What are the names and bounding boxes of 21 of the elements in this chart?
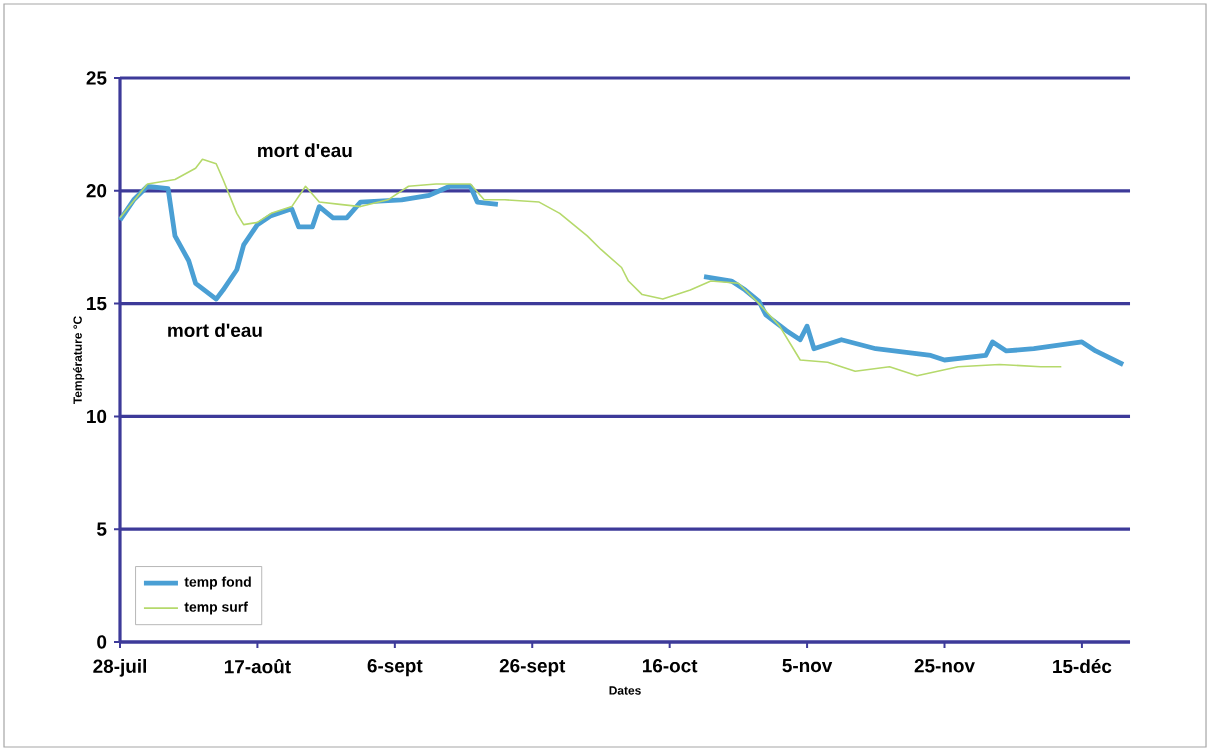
y-tick-label: 20 bbox=[86, 184, 107, 198]
x-tick-label: 26-sept bbox=[499, 659, 566, 677]
annotation: mort d'eau bbox=[258, 143, 352, 158]
x-tick-label: 5-nov bbox=[782, 659, 833, 673]
legend-label: temp fond bbox=[184, 576, 251, 590]
x-tick-label: 25-nov bbox=[914, 659, 975, 673]
x-tick-label: 6-sept bbox=[367, 659, 423, 677]
legend-label: temp surf bbox=[184, 601, 248, 615]
x-tick-label: 15-déc bbox=[1053, 659, 1112, 674]
line-series bbox=[119, 158, 1063, 377]
y-tick-label: 25 bbox=[86, 71, 107, 85]
x-axis-title: Dates bbox=[609, 686, 641, 695]
y-tick-label: 10 bbox=[87, 409, 107, 424]
y-tick-label: 0 bbox=[97, 635, 107, 649]
y-axis-title: Température °C bbox=[72, 316, 85, 405]
y-tick-label: 15 bbox=[87, 296, 107, 311]
x-tick-label: 28-juil bbox=[93, 659, 146, 677]
y-tick-label: 5 bbox=[97, 522, 107, 536]
x-tick-label: 16-oct bbox=[642, 659, 698, 673]
x-tick-label: 17-août bbox=[224, 659, 291, 674]
annotation: mort d'eau bbox=[168, 323, 262, 338]
